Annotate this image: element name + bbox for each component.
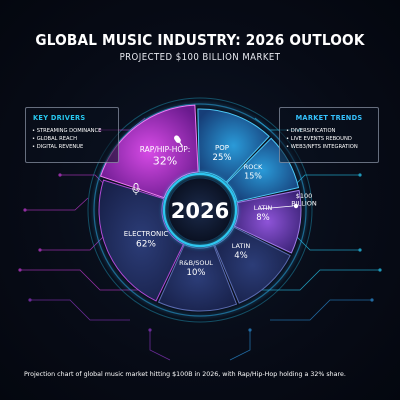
pie-slice-latin	[233, 189, 302, 254]
slice-label: R&B/SOUL	[179, 259, 213, 267]
circuit-node	[58, 173, 62, 177]
slice-label: LATIN	[232, 242, 251, 250]
key-drivers-heading: KEY DRIVERS	[33, 114, 86, 122]
slice-label: POP	[215, 144, 229, 152]
center-hub	[167, 177, 233, 243]
key-driver-item: GLOBAL REACH	[32, 135, 118, 143]
center-year-label: 2026	[171, 199, 229, 223]
circuit-node	[370, 298, 374, 302]
chart-caption: Projection chart of global music market …	[24, 371, 346, 378]
circuit-node	[28, 298, 32, 302]
slice-value: 15%	[244, 172, 262, 181]
circuit-trace	[20, 269, 140, 291]
total-callout: $100 BILLION	[258, 192, 317, 210]
slice-value: 25%	[213, 153, 232, 163]
page-title: GLOBAL MUSIC INDUSTRY: 2026 OUTLOOK	[35, 31, 365, 49]
market-trend-item: DIVERSIFICATION	[286, 127, 378, 135]
circuit-trace	[262, 269, 380, 291]
slice-label: RAP/HIP-HOP:	[140, 145, 191, 154]
pie-slice-latin	[214, 226, 291, 304]
circuit-trace	[30, 299, 130, 321]
circuit-node	[358, 248, 362, 252]
key-driver-item: STREAMING DOMINANCE	[32, 127, 118, 135]
key-driver-item: DIGITAL REVENUE	[32, 143, 118, 151]
circuit-lines	[18, 117, 382, 361]
slice-value: 4%	[234, 251, 248, 261]
total-callout-label: $100 BILLION	[291, 192, 317, 208]
circuit-node	[23, 208, 27, 212]
circuit-trace	[229, 330, 251, 361]
center-hub-ring	[162, 172, 238, 248]
slice-label: LATIN	[254, 204, 273, 212]
circuit-trace	[270, 299, 372, 321]
circuit-node	[38, 248, 42, 252]
slice-value: 10%	[187, 268, 206, 278]
pie-slice-r-b-soul	[157, 244, 238, 312]
circuit-node	[18, 268, 22, 272]
circuit-node	[378, 268, 382, 272]
page-subtitle: PROJECTED $100 BILLION MARKET	[119, 52, 281, 63]
pie-slice-electronic	[98, 179, 185, 302]
market-trend-item: LIVE EVENTS REBOUND	[286, 135, 378, 143]
slice-value: 8%	[256, 213, 270, 223]
market-trend-item: WEB3/NFTS INTEGRATION	[286, 143, 378, 151]
slice-label: ROCK	[244, 163, 263, 171]
pie-slice-pop	[197, 108, 270, 184]
microphone-icon	[174, 135, 184, 147]
circuit-node	[148, 328, 152, 332]
outer-ring	[87, 97, 313, 323]
market-trends-heading: MARKET TRENDS	[295, 114, 363, 122]
slice-labels: RAP/HIP-HOP:32%POP25%ROCK15%LATIN8%LATIN…	[124, 144, 273, 278]
circuit-trace	[25, 197, 89, 211]
outer-ring-2	[93, 103, 307, 317]
circuit-node	[248, 328, 252, 332]
market-trends-panel: MARKET TRENDS DIVERSIFICATION LIVE EVENT…	[279, 107, 379, 163]
microphone-icon-small	[132, 183, 140, 195]
slice-value: 62%	[136, 240, 156, 250]
circuit-node	[358, 173, 362, 177]
key-drivers-panel: KEY DRIVERS STREAMING DOMINANCE GLOBAL R…	[25, 107, 119, 163]
circuit-trace	[149, 330, 171, 361]
slice-label: ELECTRONIC	[124, 230, 169, 238]
slice-value: 32%	[153, 155, 177, 168]
